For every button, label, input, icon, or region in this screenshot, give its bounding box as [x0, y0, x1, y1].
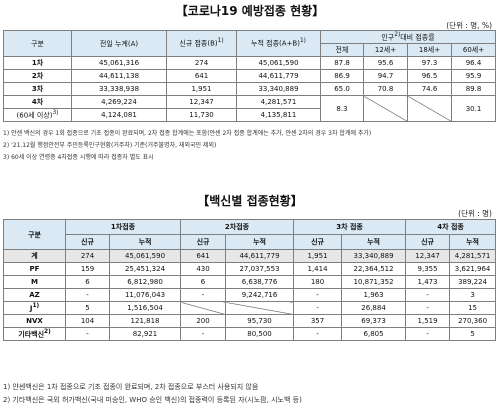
table-row: 1차 45,061,316 274 45,061,590 87.8 95.6 97.3 96.…: [3, 56, 496, 70]
table-row: 기타백신2) -82,921-80,500-6,805-5: [3, 327, 497, 341]
vaccination-status-title: 【코로나19 예방접종 현황】: [175, 4, 325, 18]
header-all: 전체: [320, 43, 364, 57]
header-dose4: 4차 접종: [405, 219, 497, 235]
header-cum: 누적: [341, 234, 407, 250]
header-new: 신규: [65, 234, 110, 250]
table-row-total: 계 274 45,061,590 641 44,611,779 1,951 33,340,8…: [3, 249, 497, 263]
header-total: 누적 접종(A+B)1): [236, 30, 321, 57]
table-row: NVX 104 121,818 200 95,730 357 69,373 1,519 270,…: [3, 314, 497, 328]
table-row: 2차 44,611,138 641 44,611,779 86.9 94.7 96.5 95.…: [3, 69, 496, 83]
table-row: 3차 33,338,938 1,951 33,340,889 65.0 70.8 74.6 8…: [3, 82, 496, 96]
header-cum: 누적: [449, 234, 497, 250]
table-row: 4차 4,269,224 12,347 4,281,571 8.3 30.1: [3, 95, 496, 122]
footnote: 1) 얀센백신은 1차 접종으로 기초 접종이 완료되며, 2차 접종으로 부스…: [3, 383, 259, 391]
header-60plus: 60세+: [451, 43, 496, 57]
header-cum: 누적: [108, 234, 182, 250]
table-row: M 6 6,812,980 6 6,638,776 180 10,871,352 1,473 3…: [3, 275, 497, 289]
footnote: 2) 기타백신은 국외 허가백신(국내 미승인, WHO 승인 백신)의 접종력…: [3, 396, 302, 404]
vaccination-summary-table: 구분 전일 누계(A) 신규 접종(B)1) 누적 접종(A+B)1) 인구2)…: [3, 30, 496, 122]
vaccine-type-table: 구분 1차접종 2차접종 3차 접종 4차 접종 신규 누적 신규 누적 신규 누적 …: [3, 219, 497, 341]
vaccine-type-title: 【백신별 접종현황】: [197, 194, 303, 208]
header-gubun: 구분: [3, 219, 66, 250]
header-population-ratio: 인구2)대비 접종률: [320, 30, 496, 44]
header-new: 신규 접종(B)1): [166, 30, 237, 57]
footnote: 2) '21.12월 행정안전부 주민등록인구현황(거주자) 기준(거주불명자,…: [3, 142, 217, 149]
empty-cell-j-dose2-new: [180, 301, 227, 315]
empty-cell-12plus: [363, 95, 408, 122]
unit-label-1: (단위 : 명, %): [446, 21, 492, 30]
header-dose3: 3차 접종: [293, 219, 407, 235]
header-new: 신규: [180, 234, 227, 250]
header-18plus: 18세+: [407, 43, 452, 57]
empty-cell-18plus: [407, 95, 452, 122]
header-12plus: 12세+: [363, 43, 408, 57]
header-gubun: 구분: [3, 30, 72, 57]
unit-label-2: (단위 : 명): [458, 209, 492, 218]
header-cumulative: 전일 누계(A): [71, 30, 167, 57]
table-row: J1) 5 1,516,504 -26,884-15: [3, 301, 497, 315]
table-row: PF 159 25,451,324 430 27,037,553 1,414 22,364,…: [3, 262, 497, 276]
header-dose1: 1차접종: [64, 219, 182, 235]
header-cum: 누적: [225, 234, 295, 250]
header-new: 신규: [405, 234, 451, 250]
table-row: (60세 이상)3) 4,124,081 11,730 4,135,811: [3, 108, 496, 122]
empty-cell-j-dose2-cum: [225, 301, 295, 315]
header-dose2: 2차접종: [180, 219, 295, 235]
header-new: 신규: [293, 234, 343, 250]
table-row: AZ -11,076,043-9,242,716-1,963-3: [3, 288, 497, 302]
footnote: 1) 안센 백신의 경우 1회 접종으로 기초 접종이 완료되며, 2차 접종 …: [3, 130, 372, 137]
footnote: 3) 60세 이상 연령층 4차접종 시행에 따라 접종자 별도 표시: [3, 154, 154, 161]
